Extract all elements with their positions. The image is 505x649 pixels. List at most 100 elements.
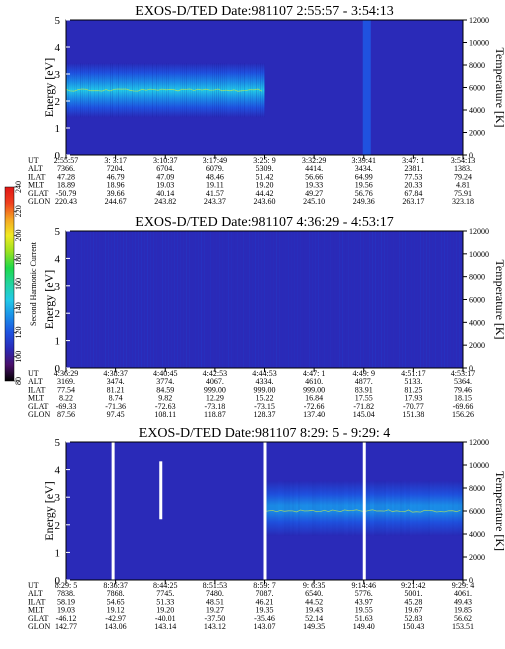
y2-tick-label: 2000 <box>469 553 485 562</box>
colorbar-label: Second Harmonic Current <box>29 241 38 326</box>
table-cell: -73.18 <box>205 402 226 411</box>
colorbar-scale <box>4 186 15 382</box>
table-cell: 19.85 <box>454 606 472 615</box>
table-cell: 9:29: 4 <box>452 581 474 590</box>
table-cell: 5001. <box>404 589 422 598</box>
table-cell: 19.20 <box>256 181 274 190</box>
row-label-glon: GLON <box>28 622 50 631</box>
table-cell: -71.82 <box>353 402 374 411</box>
table-cell: 3: 3:17 <box>104 156 126 165</box>
y2-tick-label: 12000 <box>469 438 489 447</box>
y2-tick-label: 12000 <box>469 227 489 236</box>
y-tick-label: 4 <box>55 253 61 265</box>
spectrogram <box>66 442 463 580</box>
table-cell: 143.14 <box>154 622 176 631</box>
table-cell: 19.12 <box>107 606 125 615</box>
table-cell: 19.56 <box>355 181 373 190</box>
y-tick-label: 0 <box>55 150 61 162</box>
table-cell: 4:47: 1 <box>303 369 325 378</box>
table-cell: 47.09 <box>156 172 174 181</box>
table-cell: 17.55 <box>355 394 373 403</box>
table-cell: 16.84 <box>305 394 323 403</box>
table-cell: 4:44:53 <box>252 369 276 378</box>
row-label-glon: GLON <box>28 197 50 206</box>
table-cell: 41.57 <box>206 189 224 198</box>
table-cell: 156.26 <box>452 410 474 419</box>
table-cell: -72.63 <box>155 402 176 411</box>
row-label-mlt: MLT <box>28 606 44 615</box>
spectrogram <box>66 231 463 368</box>
table-cell: 19.33 <box>305 181 323 190</box>
table-cell: 56.66 <box>305 172 323 181</box>
y-tick-label: 2 <box>55 308 61 320</box>
panel-title: EXOS-D/TED Date:981107 8:29: 5 - 9:29: 4 <box>139 426 390 441</box>
y2-tick-label: 0 <box>469 364 473 373</box>
table-cell: 18.15 <box>454 394 472 403</box>
y2-tick-label: 10000 <box>469 461 489 470</box>
table-cell: 9:14:46 <box>352 581 376 590</box>
table-cell: 4610. <box>305 377 323 386</box>
table-cell: 48.51 <box>206 597 224 606</box>
table-cell: 81.25 <box>404 385 422 394</box>
panel-2: EXOS-D/TED Date:981107 4:36:29 - 4:53:17… <box>28 215 505 419</box>
table-cell: 18.96 <box>107 181 125 190</box>
white-spike <box>159 461 163 520</box>
row-label-glon: GLON <box>28 410 50 419</box>
table-cell: 8.22 <box>59 394 73 403</box>
table-cell: 323.18 <box>452 197 474 206</box>
y2-tick-label: 4000 <box>469 318 485 327</box>
table-cell: 3:32:29 <box>302 156 326 165</box>
table-cell: 4334. <box>256 377 274 386</box>
y2-tick-label: 4000 <box>469 106 485 115</box>
table-cell: 7745. <box>156 589 174 598</box>
table-cell: 19.27 <box>206 606 224 615</box>
y-tick-label: 1 <box>55 336 61 348</box>
table-cell: 58.19 <box>57 597 75 606</box>
table-cell: 3474. <box>107 377 125 386</box>
y-tick-label: 2 <box>55 96 61 108</box>
y-tick-label: 0 <box>55 363 61 375</box>
table-cell: 5364. <box>454 377 472 386</box>
table-cell: 7838. <box>57 589 75 598</box>
data-gap <box>362 442 366 580</box>
table-cell: 6540. <box>305 589 323 598</box>
table-cell: 5776. <box>355 589 373 598</box>
table-cell: 249.36 <box>353 197 375 206</box>
y-tick-label: 3 <box>55 281 61 293</box>
data-gap <box>111 442 115 580</box>
table-cell: 143.12 <box>204 622 226 631</box>
y-tick-label: 1 <box>55 123 61 135</box>
table-cell: 52.83 <box>404 614 422 623</box>
table-cell: 142.77 <box>55 622 77 631</box>
table-cell: 7087. <box>256 589 274 598</box>
row-label-alt: ALT <box>28 164 43 173</box>
table-cell: 7480. <box>206 589 224 598</box>
table-cell: 999.00 <box>204 385 226 394</box>
table-cell: 19.03 <box>156 181 174 190</box>
table-cell: 56.62 <box>454 614 472 623</box>
row-label-glat: GLAT <box>28 189 49 198</box>
table-cell: 243.82 <box>154 197 176 206</box>
table-cell: 143.07 <box>254 622 276 631</box>
row-label-glat: GLAT <box>28 402 49 411</box>
table-cell: 77.53 <box>404 172 422 181</box>
table-cell: 8:29: 5 <box>55 581 77 590</box>
y2-tick-label: 10000 <box>469 250 489 259</box>
table-cell: 19.35 <box>256 606 274 615</box>
table-cell: 5309. <box>256 164 274 173</box>
table-cell: 47.28 <box>57 172 75 181</box>
table-cell: 3434. <box>355 164 373 173</box>
table-cell: 220.43 <box>55 197 77 206</box>
table-cell: 8:51:53 <box>203 581 227 590</box>
ephemeris-table: UT 8:29: 5 8:36:37 8:44:25 8:51:53 8:59: 7 9: … <box>28 581 474 631</box>
table-cell: 44.42 <box>256 189 274 198</box>
y2-tick-label: 6000 <box>469 507 485 516</box>
table-cell: 6704. <box>156 164 174 173</box>
table-cell: 4067. <box>206 377 224 386</box>
colorbar-tick-label: 180 <box>14 254 23 266</box>
table-cell: -69.33 <box>56 402 77 411</box>
table-cell: -71.36 <box>105 402 126 411</box>
table-cell: 81.21 <box>107 385 125 394</box>
table-cell: 999.00 <box>254 385 276 394</box>
table-cell: 18.89 <box>57 181 75 190</box>
